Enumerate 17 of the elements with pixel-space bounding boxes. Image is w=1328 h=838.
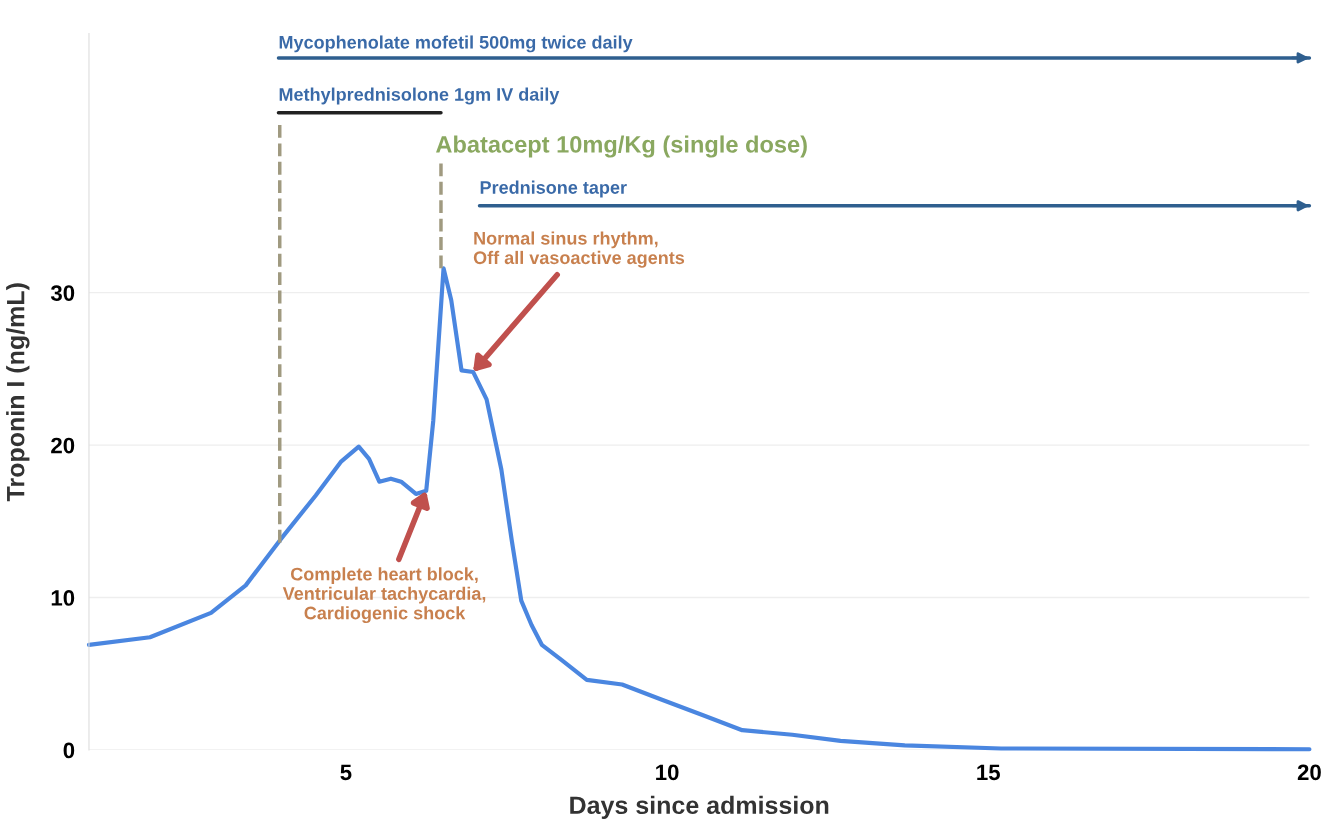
line-series [86,266,1312,752]
y-axis-title: Troponin I (ng/mL) [6,283,30,502]
y-tick-label: 0 [63,742,75,759]
x-tick-label: 10 [656,764,679,781]
annotation: Abatacept 10mg/Kg (single dose) [436,135,807,158]
annotation: Complete heart block, Ventricular tachycardia, Cardiogenic shock [282,567,486,624]
x-tick-label: 20 [1297,764,1321,781]
x-axis-title: Days since admission [570,795,829,820]
y-tick-label: 30 [50,285,75,301]
x-tick-label: 15 [977,764,1000,781]
annotation: Prednisone taper [480,180,627,198]
annotation: Normal sinus rhythm, Off all vasoactive agents [473,231,685,268]
x-tick-label: 5 [340,764,352,781]
y-tick-label: 20 [51,437,75,454]
annotation: Methylprednisolone 1gm IV daily [279,87,560,105]
y-tick-label: 10 [51,590,75,606]
annotation: Mycophenolate mofetil 500mg twice daily [279,35,633,53]
